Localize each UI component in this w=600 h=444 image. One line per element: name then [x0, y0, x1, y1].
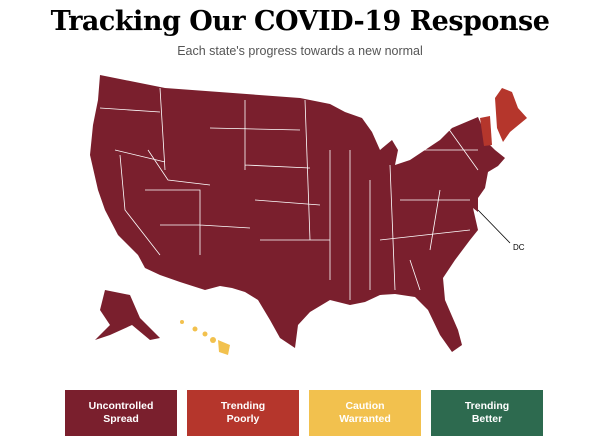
subtitle: Each state's progress towards a new norm…	[177, 44, 423, 58]
vermont	[480, 116, 492, 146]
hawaii	[180, 320, 230, 355]
state-borders	[99, 87, 479, 300]
title: Tracking Our COVID-19 Response	[50, 6, 550, 37]
legend: Uncontrolled Spread Trending Poorly Cautio…	[65, 390, 543, 436]
maine	[495, 88, 527, 142]
legend-item: Caution Warranted	[309, 390, 421, 436]
map: DC	[90, 75, 527, 355]
alaska	[95, 290, 160, 340]
legend-item: Trending Poorly	[187, 390, 299, 436]
legend-item: Uncontrolled Spread	[65, 390, 177, 436]
dc-label: DC	[513, 243, 525, 252]
dc-pointer	[477, 209, 511, 244]
contiguous-us	[90, 75, 505, 352]
legend-item: Trending Better	[431, 390, 543, 436]
